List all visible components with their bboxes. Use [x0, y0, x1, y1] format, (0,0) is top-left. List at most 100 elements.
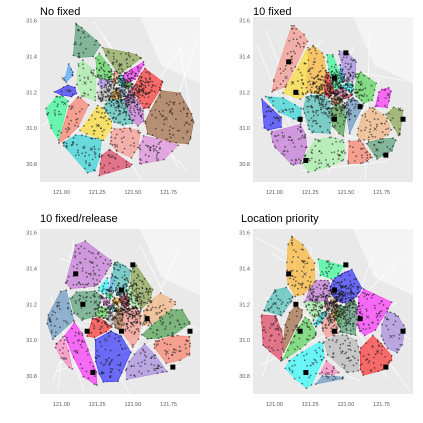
data-point [358, 94, 361, 97]
data-point [120, 63, 123, 66]
data-point [325, 327, 328, 330]
data-point [345, 56, 348, 59]
data-point [118, 339, 121, 342]
cluster-center-marker: × [344, 82, 349, 89]
data-point [320, 279, 322, 282]
data-point [141, 286, 143, 289]
data-point [100, 86, 103, 88]
data-point [373, 108, 376, 111]
data-point [146, 291, 149, 294]
data-point [313, 57, 316, 60]
data-point [307, 100, 310, 103]
data-point [123, 127, 126, 130]
data-point [308, 276, 311, 279]
x-tick-label: 121.75 [160, 190, 177, 196]
data-point [172, 351, 174, 354]
data-point [349, 329, 352, 332]
data-point [337, 82, 340, 85]
data-point [333, 101, 336, 104]
data-point [330, 90, 333, 93]
data-point [301, 284, 303, 287]
data-point [121, 304, 123, 307]
data-point [184, 343, 187, 346]
data-point [111, 299, 114, 302]
data-point [286, 150, 289, 153]
data-point [268, 350, 271, 353]
data-point [306, 105, 309, 108]
data-point [122, 71, 124, 73]
data-point [327, 107, 330, 109]
data-point [309, 73, 312, 75]
data-point [157, 151, 160, 154]
data-point [338, 281, 341, 284]
data-point [311, 337, 314, 340]
data-point [62, 144, 65, 147]
data-point [313, 92, 316, 94]
data-point [335, 341, 338, 344]
data-point [108, 335, 110, 338]
data-point [101, 134, 104, 137]
data-point [384, 97, 387, 100]
data-point [308, 376, 311, 379]
data-point [362, 374, 365, 377]
data-point [128, 360, 131, 363]
data-point [320, 84, 323, 87]
data-point [273, 116, 275, 118]
data-point [180, 326, 183, 329]
data-point [135, 53, 138, 56]
data-point [131, 71, 134, 74]
data-point [115, 61, 118, 64]
data-point [84, 155, 86, 158]
data-point [119, 128, 122, 131]
data-point [329, 267, 332, 270]
data-point [84, 151, 87, 154]
data-point [94, 156, 97, 159]
x-tick-label: 121.25 [89, 402, 106, 408]
cluster-center-marker: × [281, 134, 286, 141]
data-point [153, 90, 156, 93]
cluster-center-marker: × [339, 97, 344, 104]
data-point [66, 84, 69, 87]
data-point [293, 377, 296, 380]
data-point [178, 129, 180, 132]
data-point [307, 59, 310, 61]
data-point [296, 270, 298, 273]
data-point [143, 314, 146, 317]
data-point [79, 261, 81, 264]
data-point [165, 138, 168, 141]
data-point [365, 328, 367, 330]
data-point [137, 77, 140, 80]
data-point [311, 148, 314, 151]
data-point [155, 116, 157, 119]
data-point [307, 105, 310, 108]
data-point [298, 43, 301, 46]
data-point [275, 86, 278, 89]
data-point [288, 318, 291, 321]
data-point [113, 85, 115, 87]
data-point [109, 361, 112, 364]
data-point [80, 340, 83, 343]
data-point [331, 143, 334, 145]
data-point [356, 133, 359, 136]
data-point [376, 314, 379, 317]
data-point [99, 341, 102, 343]
data-point [379, 310, 381, 313]
data-point [331, 369, 334, 372]
data-point [321, 75, 324, 78]
data-point [375, 125, 378, 128]
data-point [120, 306, 122, 309]
data-point [290, 67, 293, 70]
data-point [97, 97, 100, 100]
data-point [351, 103, 354, 106]
data-point [293, 24, 295, 27]
data-point [160, 335, 163, 338]
panel-title: Location priority [241, 213, 319, 225]
data-point [273, 78, 275, 81]
data-point [142, 134, 145, 137]
data-point [97, 111, 100, 114]
data-point [332, 279, 334, 282]
data-point [346, 110, 349, 113]
data-point [105, 323, 108, 326]
data-point [130, 130, 132, 133]
data-point [402, 324, 405, 327]
